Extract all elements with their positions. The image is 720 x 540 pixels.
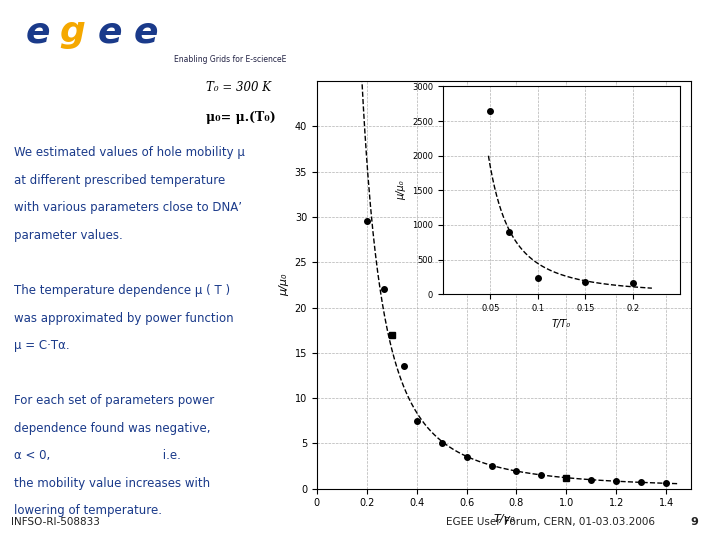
Text: dependence found was negative,: dependence found was negative, — [14, 422, 210, 435]
Text: parameter values.: parameter values. — [14, 229, 122, 242]
Text: INFSO-RI-508833: INFSO-RI-508833 — [11, 517, 99, 528]
Text: μ = C·Tα.: μ = C·Tα. — [14, 339, 69, 352]
Text: e: e — [97, 16, 122, 49]
Text: 9: 9 — [690, 517, 698, 528]
Text: Enabling Grids for E-scienceE: Enabling Grids for E-scienceE — [174, 56, 287, 64]
Y-axis label: μ/μ₀: μ/μ₀ — [279, 274, 289, 296]
Text: EGEE User Forum, CERN, 01-03.03.2006: EGEE User Forum, CERN, 01-03.03.2006 — [446, 517, 655, 528]
Text: was approximated by power function: was approximated by power function — [14, 312, 233, 325]
Y-axis label: μ/μ₀: μ/μ₀ — [397, 180, 406, 200]
Text: at different prescribed temperature: at different prescribed temperature — [14, 174, 225, 187]
Text: The temperature dependence μ ( T ): The temperature dependence μ ( T ) — [14, 284, 230, 297]
Text: α < 0,                              i.e.: α < 0, i.e. — [14, 449, 181, 462]
Text: with various parameters close to DNA’: with various parameters close to DNA’ — [14, 201, 242, 214]
Text: e: e — [25, 16, 50, 49]
Text: μ₀= μ.(T₀): μ₀= μ.(T₀) — [206, 111, 276, 124]
Ellipse shape — [14, 0, 194, 72]
Text: For each set of parameters power: For each set of parameters power — [14, 394, 214, 407]
Text: lowering of temperature.: lowering of temperature. — [14, 504, 162, 517]
Text: e: e — [133, 16, 158, 49]
X-axis label: T/γ₀: T/γ₀ — [493, 514, 515, 524]
Text: the mobility value increases with: the mobility value increases with — [14, 477, 210, 490]
Text: We estimated values of hole mobility μ: We estimated values of hole mobility μ — [14, 146, 245, 159]
Text: T₀ = 300 K: T₀ = 300 K — [206, 80, 271, 93]
X-axis label: T/T₀: T/T₀ — [552, 319, 571, 328]
Text: Some results: Some results — [494, 18, 698, 46]
Text: g: g — [60, 16, 86, 49]
